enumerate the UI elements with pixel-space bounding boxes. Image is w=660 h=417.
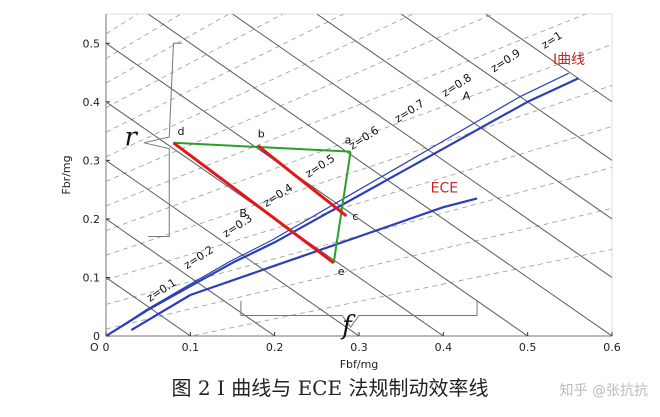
- z-line-label: z=0.6: [347, 124, 381, 153]
- z-line: [147, 14, 612, 336]
- dashed-guide-line: [106, 14, 345, 133]
- y-tick-label: 0.1: [83, 271, 101, 284]
- y-axis-label: Fbr/mg: [60, 155, 73, 194]
- z-line: [315, 14, 612, 220]
- z-line: [106, 42, 528, 336]
- i-curve-line: [105, 77, 579, 337]
- z-line: [231, 14, 612, 279]
- y-tick-label: 0.5: [83, 37, 101, 50]
- axes: 0 0.1 0.2 0.3 0.4 0.5 0.6 0 0.1 0.2 0.3 0.4 0.5 O Fbf/…: [60, 13, 621, 371]
- x-tick-label: 0.2: [266, 341, 284, 354]
- green-line: [332, 151, 352, 263]
- z-line-label: z=0.2: [182, 243, 216, 272]
- point-label: A: [463, 90, 471, 103]
- dashed-guide-line: [106, 14, 284, 109]
- x-axis-label: Fbf/mg: [340, 358, 379, 371]
- z-line: [106, 277, 191, 336]
- z-line: [400, 14, 612, 161]
- y-tick-label: 0.3: [83, 154, 101, 167]
- r-brace: [143, 42, 182, 237]
- red-line: [172, 141, 335, 265]
- f-brace: [240, 300, 478, 329]
- dashed-guide-line: [106, 14, 230, 84]
- x-tick-label: 0.5: [519, 341, 537, 354]
- z-line-label: z=0.3: [220, 212, 254, 241]
- x-tick-label: 0.3: [350, 341, 368, 354]
- braking-efficiency-chart: z=0.1z=0.2z=0.3z=0.4z=0.5z=0.6z=0.7z=0.8…: [60, 13, 621, 371]
- y-tick-label: 0.2: [83, 213, 101, 226]
- x-tick-label: 0.4: [435, 341, 453, 354]
- construction-lines: [143, 42, 478, 329]
- ece-curve-label: ECE: [431, 181, 458, 197]
- origin-label: O: [90, 341, 99, 354]
- dashed-guide-line: [106, 14, 494, 182]
- z-line-label: z=1: [539, 29, 565, 52]
- z-line-label: z=0.4: [261, 181, 295, 210]
- i-curve-label: I曲线: [553, 52, 585, 68]
- dashed-guide-line: [106, 85, 612, 256]
- point-label: a: [345, 134, 352, 147]
- z-line: [484, 14, 612, 103]
- x-tick-label: 0.1: [182, 341, 200, 354]
- point-label: d: [177, 125, 184, 138]
- point-label: B: [239, 207, 247, 220]
- x-tick-label: 0: [103, 341, 110, 354]
- point-label: b: [258, 128, 265, 141]
- i-curve-line-inner: [105, 72, 570, 337]
- red-line: [256, 144, 348, 218]
- plot-frame: [105, 13, 613, 337]
- r-label: r: [125, 123, 139, 153]
- watermark: 知乎 @张抗抗: [559, 383, 648, 399]
- dashed-guide-line: [189, 248, 612, 336]
- y-tick-label: 0.4: [83, 96, 101, 109]
- dashed-guide-line: [106, 207, 612, 330]
- dashed-guide-line: [106, 14, 415, 158]
- x-tick-label: 0.6: [603, 341, 621, 354]
- point-label: c: [352, 210, 358, 223]
- figure-caption: 图 2 I 曲线与 ECE 法规制动效率线: [171, 376, 489, 400]
- y-tick-label: 0: [93, 330, 100, 343]
- z-line: [106, 159, 360, 336]
- dashed-guide-line: [106, 14, 587, 207]
- dashed-guide-line: [106, 126, 612, 281]
- z-line-label: z=0.5: [303, 152, 337, 181]
- point-label: e: [338, 265, 345, 278]
- z-line-label: z=0.7: [392, 97, 426, 126]
- dashed-guide-line: [106, 14, 139, 35]
- z-line: [106, 218, 275, 336]
